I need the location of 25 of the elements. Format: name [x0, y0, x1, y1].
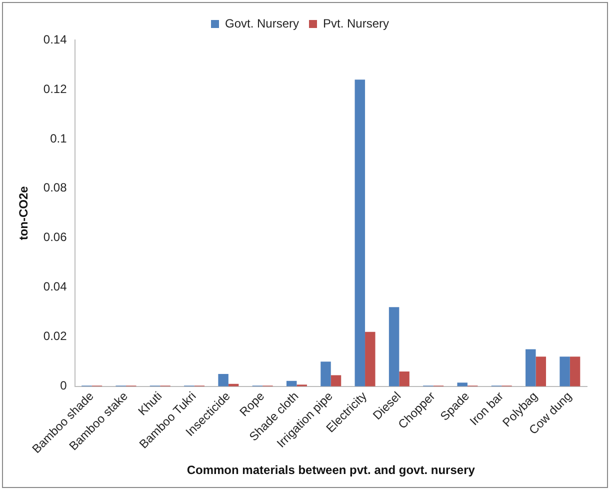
bar	[320, 362, 331, 386]
y-tick-label: 0.04	[43, 280, 68, 294]
bar	[365, 332, 376, 386]
bar	[218, 374, 228, 386]
y-tick-label: 0.02	[43, 329, 68, 344]
bar	[570, 356, 580, 386]
bar	[457, 382, 468, 386]
bar	[354, 80, 366, 386]
y-tick-label: 0.1	[50, 131, 68, 146]
bar	[526, 349, 536, 386]
bar	[388, 307, 400, 386]
bar	[560, 356, 570, 386]
legend-label: Pvt. Nursery	[323, 16, 390, 30]
y-tick-label: 0.08	[43, 180, 68, 195]
y-tick-label: 0	[60, 378, 68, 393]
y-tick-label: 0.06	[43, 230, 68, 244]
bar	[536, 356, 546, 386]
y-axis-title: ton-CO2e	[16, 186, 31, 240]
legend-label: Govt. Nursery	[224, 16, 299, 30]
bar	[330, 375, 342, 386]
x-axis-title: Common materials between pvt. and govt. nursery	[186, 463, 476, 478]
y-tick-label: 0.14	[43, 32, 68, 46]
bar	[399, 371, 410, 386]
bar	[286, 380, 297, 386]
y-tick-label: 0.12	[43, 82, 68, 96]
